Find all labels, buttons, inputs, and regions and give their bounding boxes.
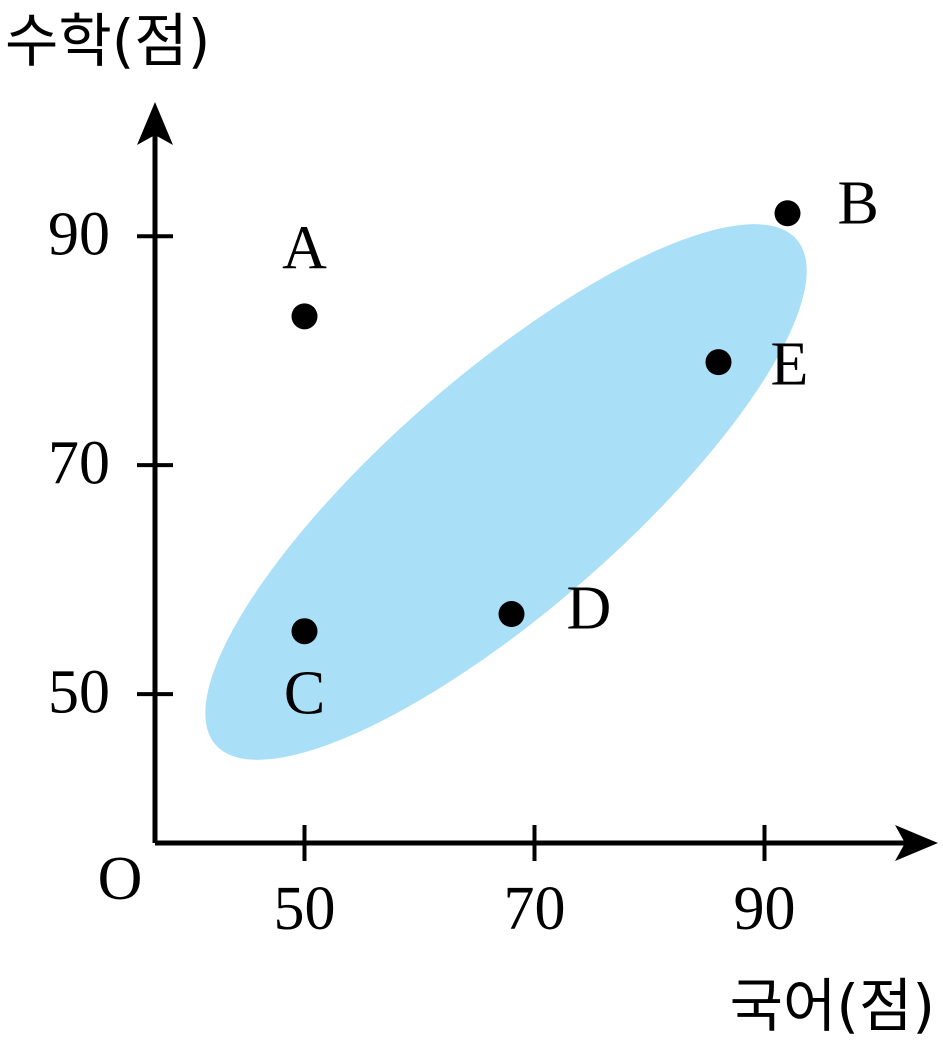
y-axis-label: 수학(점): [5, 7, 210, 75]
y-tick-label: 50: [48, 658, 110, 726]
point-label: C: [284, 659, 325, 727]
y-tick-label: 70: [48, 429, 110, 497]
point-label: E: [771, 330, 809, 398]
point: [774, 200, 801, 227]
point: [291, 303, 318, 330]
x-tick-label: 70: [504, 875, 566, 943]
point-label: A: [282, 215, 327, 283]
x-tick-label: 50: [274, 875, 336, 943]
point: [705, 349, 732, 376]
point-label: B: [838, 170, 879, 238]
y-tick-label: 90: [48, 200, 110, 268]
y-arrow: [137, 102, 173, 145]
x-arrow: [895, 825, 938, 861]
cluster-ellipse: [205, 224, 807, 760]
x-axis-label: 국어(점): [730, 972, 935, 1040]
origin-label: O: [98, 845, 143, 913]
point: [498, 601, 525, 628]
point: [291, 618, 318, 645]
point-label: D: [567, 574, 612, 642]
x-tick-label: 90: [734, 875, 796, 943]
